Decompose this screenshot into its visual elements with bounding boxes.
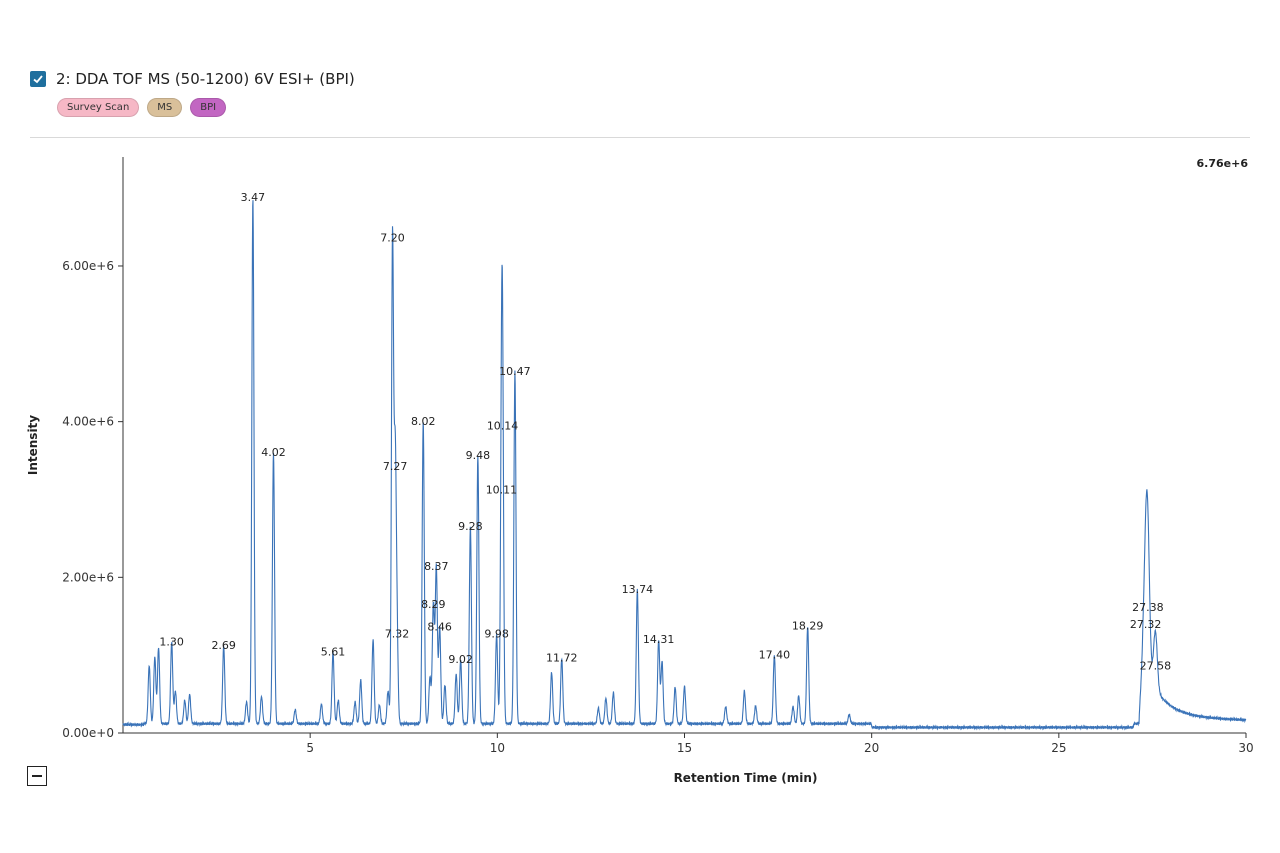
x-tick-label: 15 [677,741,692,755]
peak-label: 13.74 [622,583,654,596]
peak-label: 8.02 [411,415,436,428]
y-axis-title: Intensity [26,415,40,475]
peak-label: 27.58 [1140,659,1172,672]
peak-label: 8.37 [424,560,449,573]
trace-header: 2: DDA TOF MS (50-1200) 6V ESI+ (BPI) Su… [30,70,1250,117]
peak-label: 9.48 [466,449,491,462]
x-tick-label: 20 [864,741,879,755]
y-tick-label: 4.00e+6 [62,415,114,429]
peak-label: 9.98 [484,627,509,640]
peak-label: 11.72 [546,652,578,665]
peak-label: 4.02 [261,446,286,459]
max-intensity-label: 6.76e+6 [1197,157,1249,170]
peak-label: 9.02 [448,653,473,666]
peak-label: 7.32 [385,627,410,640]
peak-label: 10.47 [499,365,531,378]
header-divider [30,137,1250,138]
x-tick-label: 10 [490,741,505,755]
peak-label: 7.20 [380,231,405,244]
tag-bpi: BPI [190,98,227,117]
peak-label: 17.40 [759,649,791,662]
x-tick-label: 25 [1051,741,1066,755]
peak-label: 7.27 [383,460,408,473]
x-tick-label: 30 [1238,741,1253,755]
peak-label: 5.61 [321,645,346,658]
peak-label: 3.47 [241,191,266,204]
peak-label: 10.11 [486,483,518,496]
peak-label: 9.28 [458,520,483,533]
tag-survey-scan: Survey Scan [57,98,140,117]
peak-label: 2.69 [211,639,236,652]
peak-label: 8.29 [421,598,446,611]
y-tick-label: 0.00e+0 [62,726,114,740]
peak-label: 8.46 [427,620,452,633]
tag-ms: MS [147,98,183,117]
y-tick-label: 6.00e+6 [62,259,114,273]
x-axis-title: Retention Time (min) [674,771,818,785]
peak-label: 27.38 [1132,601,1164,614]
trace-title: 2: DDA TOF MS (50-1200) 6V ESI+ (BPI) [56,70,355,88]
peak-label: 18.29 [792,620,824,633]
peak-label: 27.32 [1130,618,1162,631]
trace-tags: Survey Scan MS BPI [57,98,1250,117]
trace-checkbox[interactable] [30,71,46,87]
y-tick-label: 2.00e+6 [62,570,114,584]
peak-label: 14.31 [643,633,675,646]
collapse-button[interactable] [27,766,47,786]
x-tick-label: 5 [306,741,314,755]
trace-title-row: 2: DDA TOF MS (50-1200) 6V ESI+ (BPI) [30,70,1250,88]
peak-label: 1.30 [159,635,184,648]
minus-icon [32,775,42,777]
peak-label: 10.14 [487,420,519,433]
bpi-trace [122,200,1247,731]
checkmark-icon [33,75,43,84]
